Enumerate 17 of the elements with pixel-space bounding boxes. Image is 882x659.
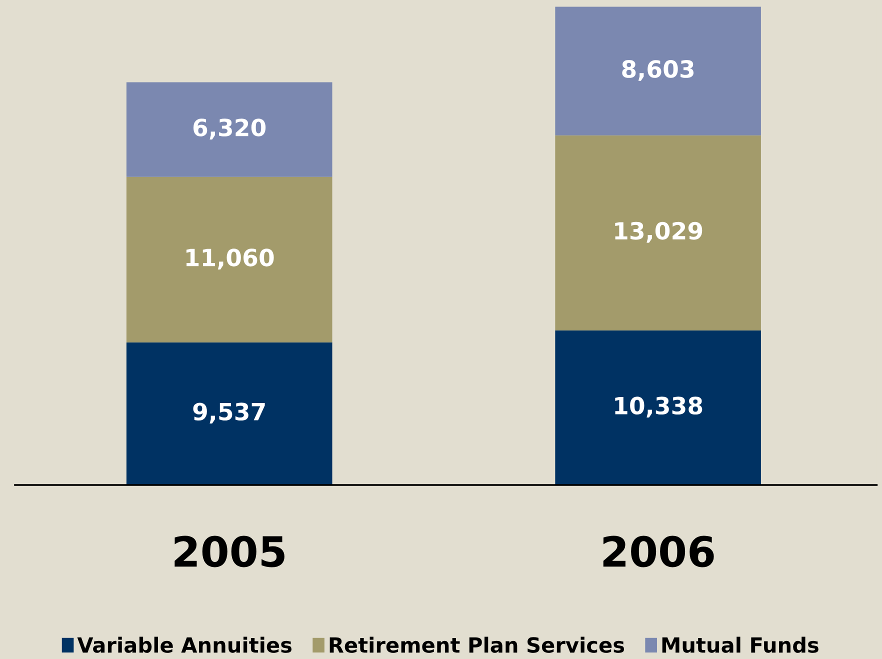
bar [555,6,761,136]
bar [126,82,332,177]
data-label: 10,338 [615,396,702,418]
legend-label: Variable Annuities [77,636,292,653]
bar [126,342,332,486]
bar [555,330,761,486]
data-label: 11,060 [186,248,274,270]
data-label: 9,537 [193,402,265,424]
legend-label: Mutual Funds [662,636,818,653]
bar [555,135,761,330]
data-label: 13,029 [615,222,702,243]
bar [126,176,332,342]
x-tick-label: 2006 [603,536,714,568]
data-label: 6,320 [193,118,266,140]
data-label: 8,603 [622,60,694,81]
legend-label: Retirement Plan Services [330,636,624,653]
x-tick-label: 2005 [174,536,284,568]
